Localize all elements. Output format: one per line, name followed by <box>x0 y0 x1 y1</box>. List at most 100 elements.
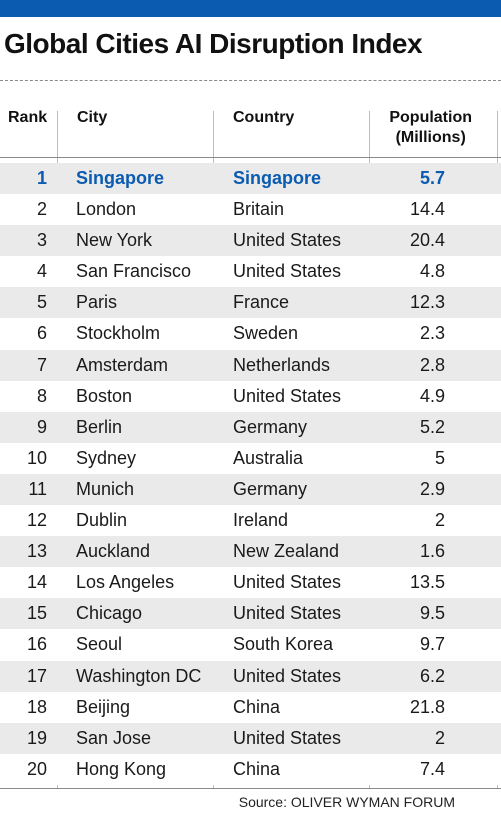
population-cell: 21.8 <box>409 696 445 717</box>
population-cell: 1.6 <box>419 541 445 562</box>
country-cell: Germany <box>233 478 308 499</box>
header-rank: Rank <box>8 109 48 126</box>
rank-cell: 17 <box>26 665 47 686</box>
population-cell: 2 <box>434 510 445 531</box>
population-cell: 5.7 <box>419 168 445 188</box>
table-row: 17 Washington DC United States 6.2 <box>0 660 501 692</box>
city-cell: Los Angeles <box>76 572 175 593</box>
table-row: 12 Dublin Ireland 2 <box>0 505 501 537</box>
population-cell: 9.7 <box>419 634 445 655</box>
country-cell: Britain <box>233 199 285 220</box>
city-cell: Boston <box>76 385 133 406</box>
rank-cell: 8 <box>36 385 47 406</box>
table-row: 11 Munich Germany 2.9 <box>0 473 501 506</box>
country-cell: United States <box>233 385 342 406</box>
city-cell: Stockholm <box>76 323 161 344</box>
table-row: 16 Seoul South Korea 9.7 <box>0 629 501 661</box>
population-cell: 7.4 <box>419 758 445 779</box>
page-title: Global Cities AI Disruption Index <box>4 28 423 59</box>
source-credit: Source: OLIVER WYMAN FORUM <box>238 794 455 810</box>
country-cell: United States <box>233 603 342 624</box>
header-country: Country <box>233 109 295 126</box>
population-cell: 4.8 <box>419 261 445 282</box>
table-row: 10 Sydney Australia 5 <box>0 442 501 474</box>
rank-cell: 10 <box>26 447 47 468</box>
table-row: 1 Singapore Singapore 5.7 <box>0 163 501 195</box>
city-cell: Sydney <box>76 447 137 468</box>
rank-cell: 14 <box>26 572 47 593</box>
table-row: 14 Los Angeles United States 13.5 <box>0 567 501 599</box>
population-cell: 6.2 <box>419 665 445 686</box>
table-bottom-divider <box>0 788 501 789</box>
table-row: 6 Stockholm Sweden 2.3 <box>0 318 501 350</box>
country-cell: United States <box>233 261 342 282</box>
table-row: 9 Berlin Germany 5.2 <box>0 411 501 443</box>
country-cell: Sweden <box>233 323 299 344</box>
city-cell: Washington DC <box>76 665 202 686</box>
table-row: 8 Boston United States 4.9 <box>0 380 501 412</box>
country-cell: Australia <box>233 447 304 468</box>
population-cell: 2.3 <box>419 323 445 344</box>
population-cell: 2 <box>434 727 445 748</box>
rank-cell: 3 <box>36 230 47 251</box>
city-cell: Paris <box>76 292 118 313</box>
country-cell: United States <box>233 230 342 251</box>
rank-cell: 1 <box>36 168 47 188</box>
population-cell: 12.3 <box>409 292 445 313</box>
country-cell: United States <box>233 572 342 593</box>
rank-cell: 12 <box>26 510 47 531</box>
city-cell: Amsterdam <box>76 354 169 375</box>
city-cell: Munich <box>76 478 135 499</box>
country-cell: Ireland <box>233 510 289 531</box>
rank-cell: 16 <box>26 634 47 655</box>
top-accent-bar <box>0 0 501 17</box>
table-header: Rank City Country Population (Millions) <box>0 108 501 158</box>
table-row: 18 Beijing China 21.8 <box>0 691 501 723</box>
table-row: 4 San Francisco United States 4.8 <box>0 256 501 288</box>
table-row: 2 London Britain 14.4 <box>0 194 501 226</box>
population-cell: 4.9 <box>419 385 445 406</box>
country-cell: Netherlands <box>233 354 331 375</box>
rank-cell: 13 <box>26 541 47 562</box>
table-row: 3 New York United States 20.4 <box>0 225 501 257</box>
city-cell: San Francisco <box>76 261 192 282</box>
title-divider <box>0 80 501 81</box>
table-row: 5 Paris France 12.3 <box>0 287 501 319</box>
header-population-line2: (Millions) <box>395 129 466 146</box>
population-cell: 2.9 <box>419 478 445 499</box>
city-cell: Berlin <box>76 416 123 437</box>
rank-cell: 20 <box>26 758 47 779</box>
city-cell: Seoul <box>76 634 123 655</box>
city-cell: London <box>76 199 137 220</box>
rank-cell: 6 <box>36 323 47 344</box>
city-cell: Singapore <box>76 168 165 188</box>
rank-cell: 15 <box>26 603 47 624</box>
country-cell: Germany <box>233 416 308 437</box>
city-cell: Beijing <box>76 696 131 717</box>
header-divider <box>0 157 501 158</box>
population-cell: 5 <box>434 447 445 468</box>
city-cell: Hong Kong <box>76 758 167 779</box>
table-row: 19 San Jose United States 2 <box>0 722 501 754</box>
country-cell: China <box>233 758 281 779</box>
rank-cell: 18 <box>26 696 47 717</box>
population-cell: 14.4 <box>409 199 445 220</box>
header-population-line1: Population <box>389 109 472 126</box>
population-cell: 9.5 <box>419 603 445 624</box>
rank-cell: 19 <box>26 727 47 748</box>
table-row: 13 Auckland New Zealand 1.6 <box>0 536 501 568</box>
city-cell: Chicago <box>76 603 143 624</box>
table-body: 1 Singapore Singapore 5.7 2 London Britain 14.4… <box>0 163 501 785</box>
country-cell: Singapore <box>233 168 322 188</box>
population-cell: 20.4 <box>409 230 445 251</box>
city-cell: New York <box>76 230 153 251</box>
table-row: 20 Hong Kong China 7.4 <box>0 753 501 785</box>
country-cell: France <box>233 292 290 313</box>
city-cell: San Jose <box>76 727 152 748</box>
population-cell: 13.5 <box>409 572 445 593</box>
country-cell: South Korea <box>233 634 334 655</box>
rank-cell: 7 <box>36 354 47 375</box>
city-cell: Dublin <box>76 510 128 531</box>
country-cell: United States <box>233 665 342 686</box>
header-city: City <box>77 109 108 126</box>
